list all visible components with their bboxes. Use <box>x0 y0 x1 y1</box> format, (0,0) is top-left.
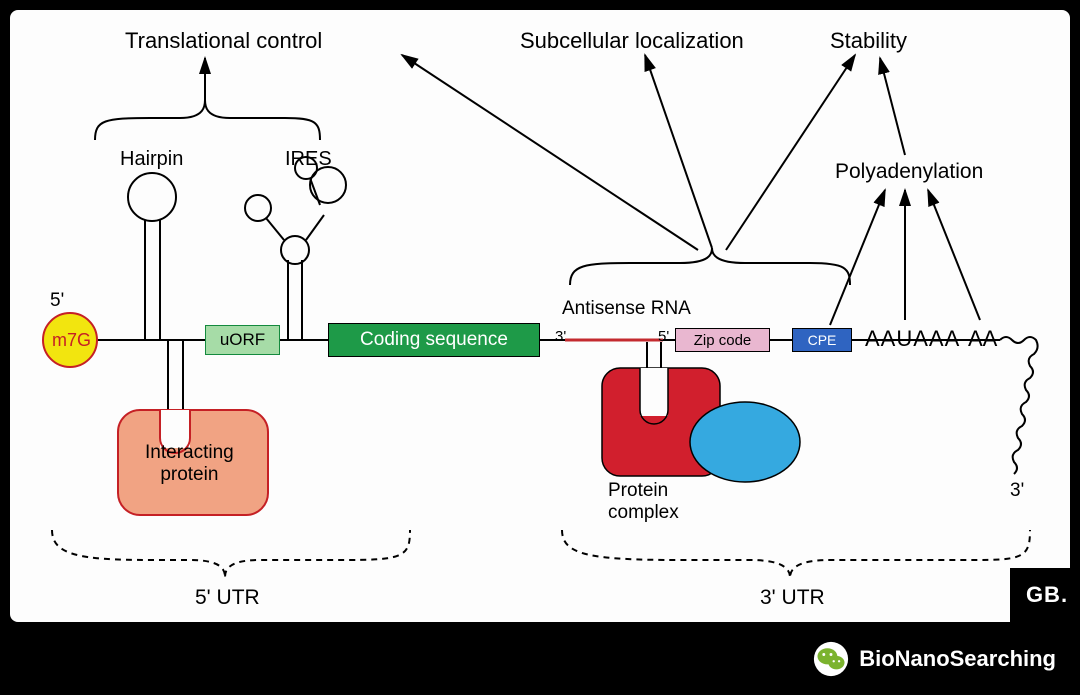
footer-bar: BioNanoSearching <box>0 623 1080 695</box>
box-cpe: CPE <box>792 328 852 352</box>
label-5prime: 5' <box>50 290 64 312</box>
label-antisense-rna: Antisense RNA <box>562 298 691 320</box>
protein-complex-label: Protein complex <box>608 480 679 524</box>
label-3prime: 3' <box>1010 480 1024 502</box>
interacting-protein-label: Interacting protein <box>145 442 234 486</box>
box-coding-text: Coding sequence <box>360 329 508 351</box>
label-antisense-3: 3' <box>555 328 566 345</box>
box-zipcode-text: Zip code <box>694 332 752 349</box>
label-antisense-5: 5' <box>658 328 669 345</box>
diagram-canvas: cpe) for three arrows --> Translational … <box>10 10 1070 622</box>
corner-logo-text: GB. <box>1026 582 1068 608</box>
polya-signal: AAUAAA <box>865 326 960 352</box>
box-coding-sequence: Coding sequence <box>328 323 540 357</box>
footer-account-name: BioNanoSearching <box>859 646 1056 672</box>
polya-tail-start: AA <box>968 326 997 352</box>
label-hairpin: Hairpin <box>120 148 183 171</box>
box-uorf-text: uORF <box>220 330 265 350</box>
polya-dash: – <box>952 326 964 352</box>
box-cpe-text: CPE <box>808 332 837 348</box>
protein-complex-l2: complex <box>608 502 679 523</box>
label-3utr: 3' UTR <box>760 586 825 610</box>
label-5utr: 5' UTR <box>195 586 260 610</box>
label-subcellular-localization: Subcellular localization <box>520 28 744 54</box>
interacting-protein-l2: protein <box>160 464 218 485</box>
label-ires: IRES <box>285 148 332 171</box>
label-translational-control: Translational control <box>125 28 322 54</box>
protein-complex-l1: Protein <box>608 480 668 501</box>
box-zipcode: Zip code <box>675 328 770 352</box>
interacting-protein-l1: Interacting <box>145 442 234 463</box>
label-polyadenylation: Polyadenylation <box>835 160 983 184</box>
diagram-svg: cpe) for three arrows --> <box>10 10 1070 622</box>
corner-logo: GB. <box>1010 568 1070 622</box>
wechat-icon <box>813 641 849 677</box>
box-uorf: uORF <box>205 325 280 355</box>
cap-m7g: m7G <box>52 330 91 351</box>
label-stability: Stability <box>830 28 907 54</box>
